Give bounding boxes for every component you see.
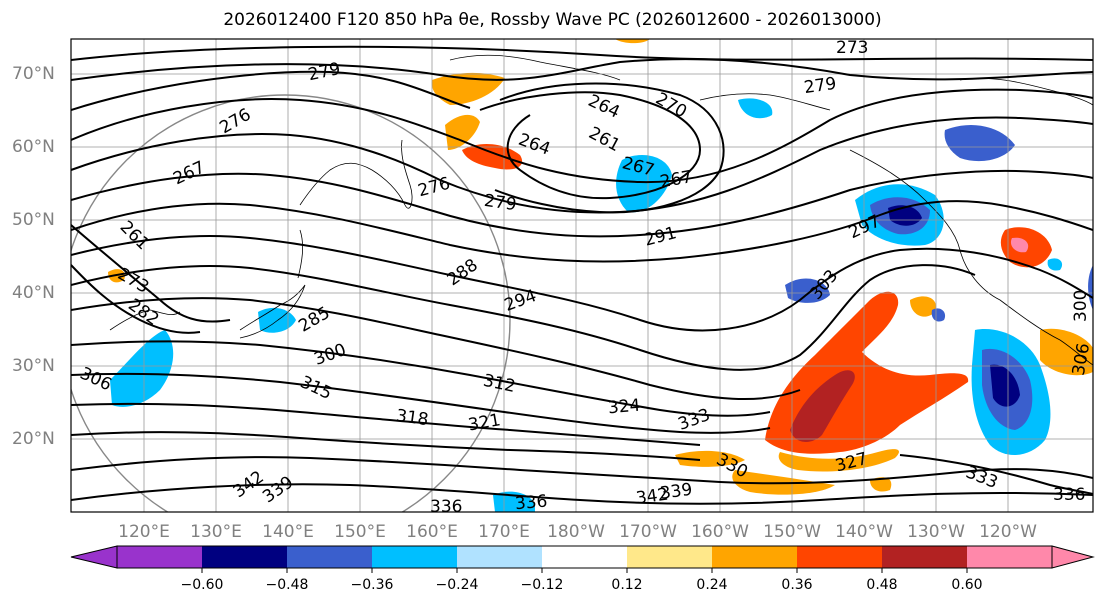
positive-anomaly-north <box>108 39 1093 376</box>
colorbar-tick-label: −0.60 <box>180 577 224 593</box>
lat-label-70n: 70°N <box>12 64 55 84</box>
contour-label: 279 <box>483 191 518 215</box>
anomaly-shading <box>108 39 1093 512</box>
map-background <box>71 39 1093 512</box>
range-circle <box>71 94 511 512</box>
colorbar-tick-label: 0.60 <box>951 577 983 593</box>
lon-label-180w: 180°W <box>547 522 605 542</box>
lon-label-170e: 170°E <box>478 522 530 542</box>
colorbar-segment <box>372 546 457 568</box>
colorbar-tick-label: −0.12 <box>520 577 564 593</box>
coastlines <box>109 54 1093 366</box>
colorbar-segment <box>287 546 372 568</box>
theta-e-contours <box>71 45 1093 505</box>
colorbar-tick-label: −0.36 <box>350 577 394 593</box>
contour-label: 300 <box>1071 290 1091 322</box>
colorbar-tick-label: −0.24 <box>435 577 479 593</box>
contour-label: 324 <box>607 396 641 419</box>
colorbar-tick-label: 0.48 <box>866 577 898 593</box>
colorbar <box>70 545 1095 573</box>
colorbar-segment <box>797 546 882 568</box>
positive-anomaly-pacific-east <box>675 291 969 495</box>
contour-label: 306 <box>1069 342 1094 377</box>
colorbar-segment <box>542 546 627 568</box>
contour-label: 279 <box>803 74 838 98</box>
lon-label-130e: 130°E <box>190 522 242 542</box>
lon-label-160w: 160°W <box>691 522 749 542</box>
lat-label-40n: 40°N <box>12 283 55 303</box>
contour-label: 318 <box>395 406 430 430</box>
contour-label: 336 <box>430 497 462 517</box>
lat-label-50n: 50°N <box>12 210 55 230</box>
lon-label-150e: 150°E <box>334 522 386 542</box>
lon-label-140e: 140°E <box>262 522 314 542</box>
contour-label: 336 <box>514 492 548 515</box>
colorbar-segment <box>117 546 202 568</box>
colorbar-segment <box>627 546 712 568</box>
contour-label: 339 <box>659 480 694 504</box>
lat-label-60n: 60°N <box>12 137 55 157</box>
colorbar-tick-label: −0.48 <box>265 577 309 593</box>
colorbar-segment <box>967 546 1052 568</box>
colorbar-tick-label: 0.12 <box>611 577 643 593</box>
lon-label-120w: 120°W <box>979 522 1037 542</box>
lat-label-30n: 30°N <box>12 356 55 376</box>
lon-label-130w: 130°W <box>907 522 965 542</box>
lon-label-120e: 120°E <box>118 522 170 542</box>
colorbar-segment <box>457 546 542 568</box>
colorbar-tick-label: 0.36 <box>781 577 813 593</box>
figure-title: 2026012400 F120 850 hPa θe, Rossby Wave … <box>223 10 882 30</box>
contour-labels: 273 279 279 276 267 264 261 267 270 264 … <box>77 38 1094 517</box>
gridlines <box>71 39 1093 512</box>
lon-label-170w: 170°W <box>619 522 677 542</box>
lat-label-20n: 20°N <box>12 429 55 449</box>
contour-label: 273 <box>836 38 868 58</box>
contour-label: 342 <box>635 485 670 509</box>
colorbar-segment <box>712 546 797 568</box>
lon-label-150w: 150°W <box>763 522 821 542</box>
colorbar-max-extension <box>1051 545 1095 569</box>
colorbar-segment <box>882 546 967 568</box>
map-frame <box>70 38 1094 513</box>
lon-label-140w: 140°W <box>835 522 893 542</box>
colorbar-frame <box>116 545 1053 569</box>
contour-label: 336 <box>1053 485 1085 505</box>
lon-label-160e: 160°E <box>406 522 458 542</box>
colorbar-segment <box>202 546 287 568</box>
negative-anomaly-regions <box>110 98 1093 512</box>
colorbar-min-extension <box>70 545 118 569</box>
colorbar-tick-label: 0.24 <box>696 577 728 593</box>
